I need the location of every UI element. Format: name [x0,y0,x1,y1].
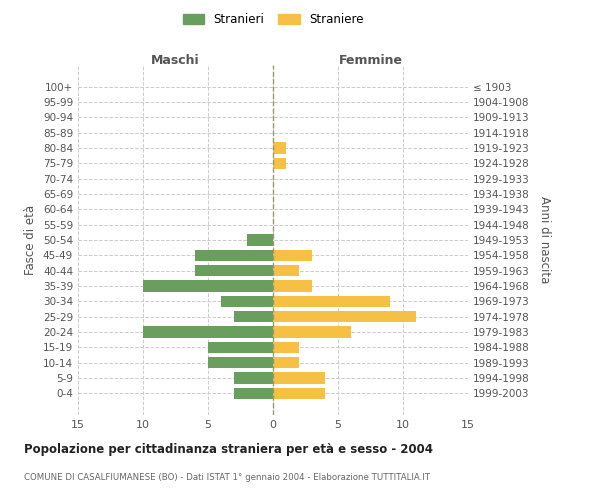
Bar [143,280,273,292]
Bar [208,342,273,353]
Y-axis label: Anni di nascita: Anni di nascita [538,196,551,284]
Bar [273,357,299,368]
Bar [195,265,273,276]
Bar [273,142,286,154]
Text: Popolazione per cittadinanza straniera per età e sesso - 2004: Popolazione per cittadinanza straniera p… [24,442,433,456]
Legend: Stranieri, Straniere: Stranieri, Straniere [178,8,368,31]
Bar [208,357,273,368]
Bar [143,326,273,338]
Bar [273,388,325,399]
Text: COMUNE DI CASALFIUMANESE (BO) - Dati ISTAT 1° gennaio 2004 - Elaborazione TUTTIT: COMUNE DI CASALFIUMANESE (BO) - Dati IST… [24,472,430,482]
Y-axis label: Fasce di età: Fasce di età [25,205,37,275]
Bar [273,372,325,384]
Bar [273,158,286,169]
Bar [247,234,273,246]
Bar [221,296,273,307]
Text: Maschi: Maschi [151,54,200,66]
Bar [273,326,351,338]
Bar [234,311,273,322]
Bar [234,388,273,399]
Bar [273,265,299,276]
Bar [273,342,299,353]
Bar [273,280,312,292]
Bar [273,311,416,322]
Bar [273,296,390,307]
Text: Femmine: Femmine [338,54,403,66]
Bar [234,372,273,384]
Bar [195,250,273,261]
Bar [273,250,312,261]
